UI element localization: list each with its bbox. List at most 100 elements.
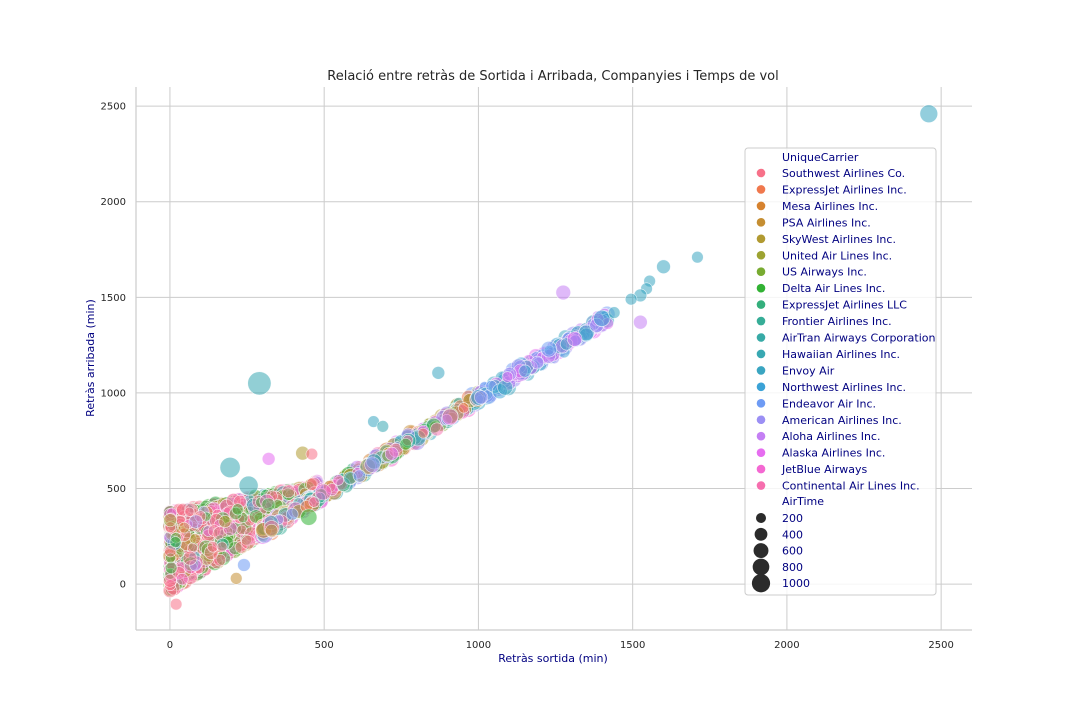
y-tick-label-3: 1500 [101, 293, 126, 304]
point [656, 259, 671, 274]
point [691, 250, 704, 264]
point [314, 483, 332, 501]
point [207, 541, 219, 553]
point [633, 314, 648, 330]
legend-frame [744, 147, 937, 596]
legend-marker-7 [756, 283, 766, 293]
point [376, 420, 389, 433]
point [178, 521, 190, 534]
legend-size-marker-0 [755, 512, 767, 524]
legend-size-label-4: 1000 [782, 577, 810, 590]
point [593, 309, 611, 327]
point [237, 558, 251, 572]
legend-label-5: United Air Lines Inc. [782, 249, 892, 262]
point [431, 366, 446, 380]
legend-marker-12 [756, 366, 766, 375]
x-tick-label-2: 1000 [466, 640, 491, 651]
point [285, 507, 299, 521]
legend-marker-11 [756, 349, 766, 359]
point [417, 427, 429, 439]
point [308, 496, 320, 508]
legend-size-marker-1 [754, 527, 768, 541]
point [216, 541, 228, 553]
legend-label-4: SkyWest Airlines Inc. [782, 233, 896, 246]
point [607, 306, 621, 319]
y-axis-label: Retràs arribada (min) [84, 299, 97, 417]
legend-label-14: Endeavor Air Inc. [782, 397, 876, 410]
legend-marker-5 [756, 250, 766, 260]
legend-size-marker-2 [753, 543, 769, 559]
x-tick-label-5: 2500 [928, 640, 953, 651]
y-tick-label-4: 2000 [101, 197, 126, 208]
legend-size-label-3: 800 [782, 561, 803, 574]
point [352, 469, 366, 483]
point [261, 497, 276, 512]
point [165, 561, 178, 575]
point [305, 447, 319, 461]
point [384, 446, 399, 461]
legend-size-marker-3 [752, 558, 770, 576]
legend-label-13: Northwest Airlines Inc. [782, 381, 906, 394]
point [399, 438, 412, 451]
legend-label-2: Mesa Airlines Inc. [782, 200, 878, 213]
legend-label-15: American Airlines Inc. [782, 414, 902, 427]
point [430, 422, 444, 437]
legend-marker-18 [756, 464, 766, 474]
point [281, 484, 296, 499]
point [300, 508, 318, 526]
legend-marker-15 [756, 415, 766, 425]
legend-marker-13 [756, 382, 766, 392]
point [189, 533, 201, 545]
legend-label-1: ExpressJet Airlines Inc. [782, 183, 907, 196]
point [241, 534, 256, 550]
point [497, 379, 514, 396]
point [518, 364, 532, 378]
y-tick-label-5: 2500 [101, 102, 126, 113]
point [566, 331, 583, 347]
point [169, 598, 183, 611]
point [247, 371, 272, 396]
legend-label-10: AirTran Airways Corporation [782, 332, 936, 345]
legend-label-16: Aloha Airlines Inc. [782, 430, 880, 443]
point [474, 390, 489, 405]
y-tick-label-1: 500 [107, 484, 126, 495]
point [188, 514, 203, 529]
point [540, 340, 558, 358]
axes [135, 87, 972, 631]
legend-marker-6 [756, 267, 766, 277]
x-tick-label-0: 0 [167, 640, 173, 651]
data-points [162, 104, 939, 611]
point [265, 523, 279, 538]
legend-size-label-1: 400 [782, 528, 803, 541]
y-tick-label-2: 1000 [101, 388, 126, 399]
legend-marker-9 [756, 316, 766, 326]
point [261, 452, 276, 466]
x-tick-label-3: 1500 [620, 640, 645, 651]
legend-marker-0 [756, 168, 766, 178]
legend-marker-14 [756, 399, 766, 408]
legend-marker-8 [756, 300, 766, 309]
point [230, 572, 243, 585]
legend-marker-19 [756, 481, 766, 490]
point [182, 550, 198, 566]
legend-size-title: AirTime [782, 495, 824, 508]
legend-marker-2 [756, 201, 766, 211]
point [364, 456, 381, 473]
legend-label-0: Southwest Airlines Co. [782, 167, 905, 180]
legend: UniqueCarrier Southwest Airlines Co. Expr… [744, 147, 937, 596]
legend-marker-16 [756, 431, 766, 441]
point [530, 355, 545, 370]
point [458, 402, 470, 414]
point [219, 457, 241, 478]
point [169, 536, 182, 548]
legend-hue-title: UniqueCarrier [782, 151, 859, 164]
legend-marker-3 [756, 218, 766, 227]
legend-marker-4 [756, 234, 766, 244]
chart-title: Relació entre retràs de Sortida i Arriba… [327, 69, 778, 84]
legend-label-18: JetBlue Airways [781, 463, 868, 476]
legend-label-6: US Airways Inc. [782, 266, 867, 279]
x-tick-label-1: 500 [315, 640, 334, 651]
legend-label-3: PSA Airlines Inc. [782, 216, 871, 229]
point [176, 572, 189, 586]
